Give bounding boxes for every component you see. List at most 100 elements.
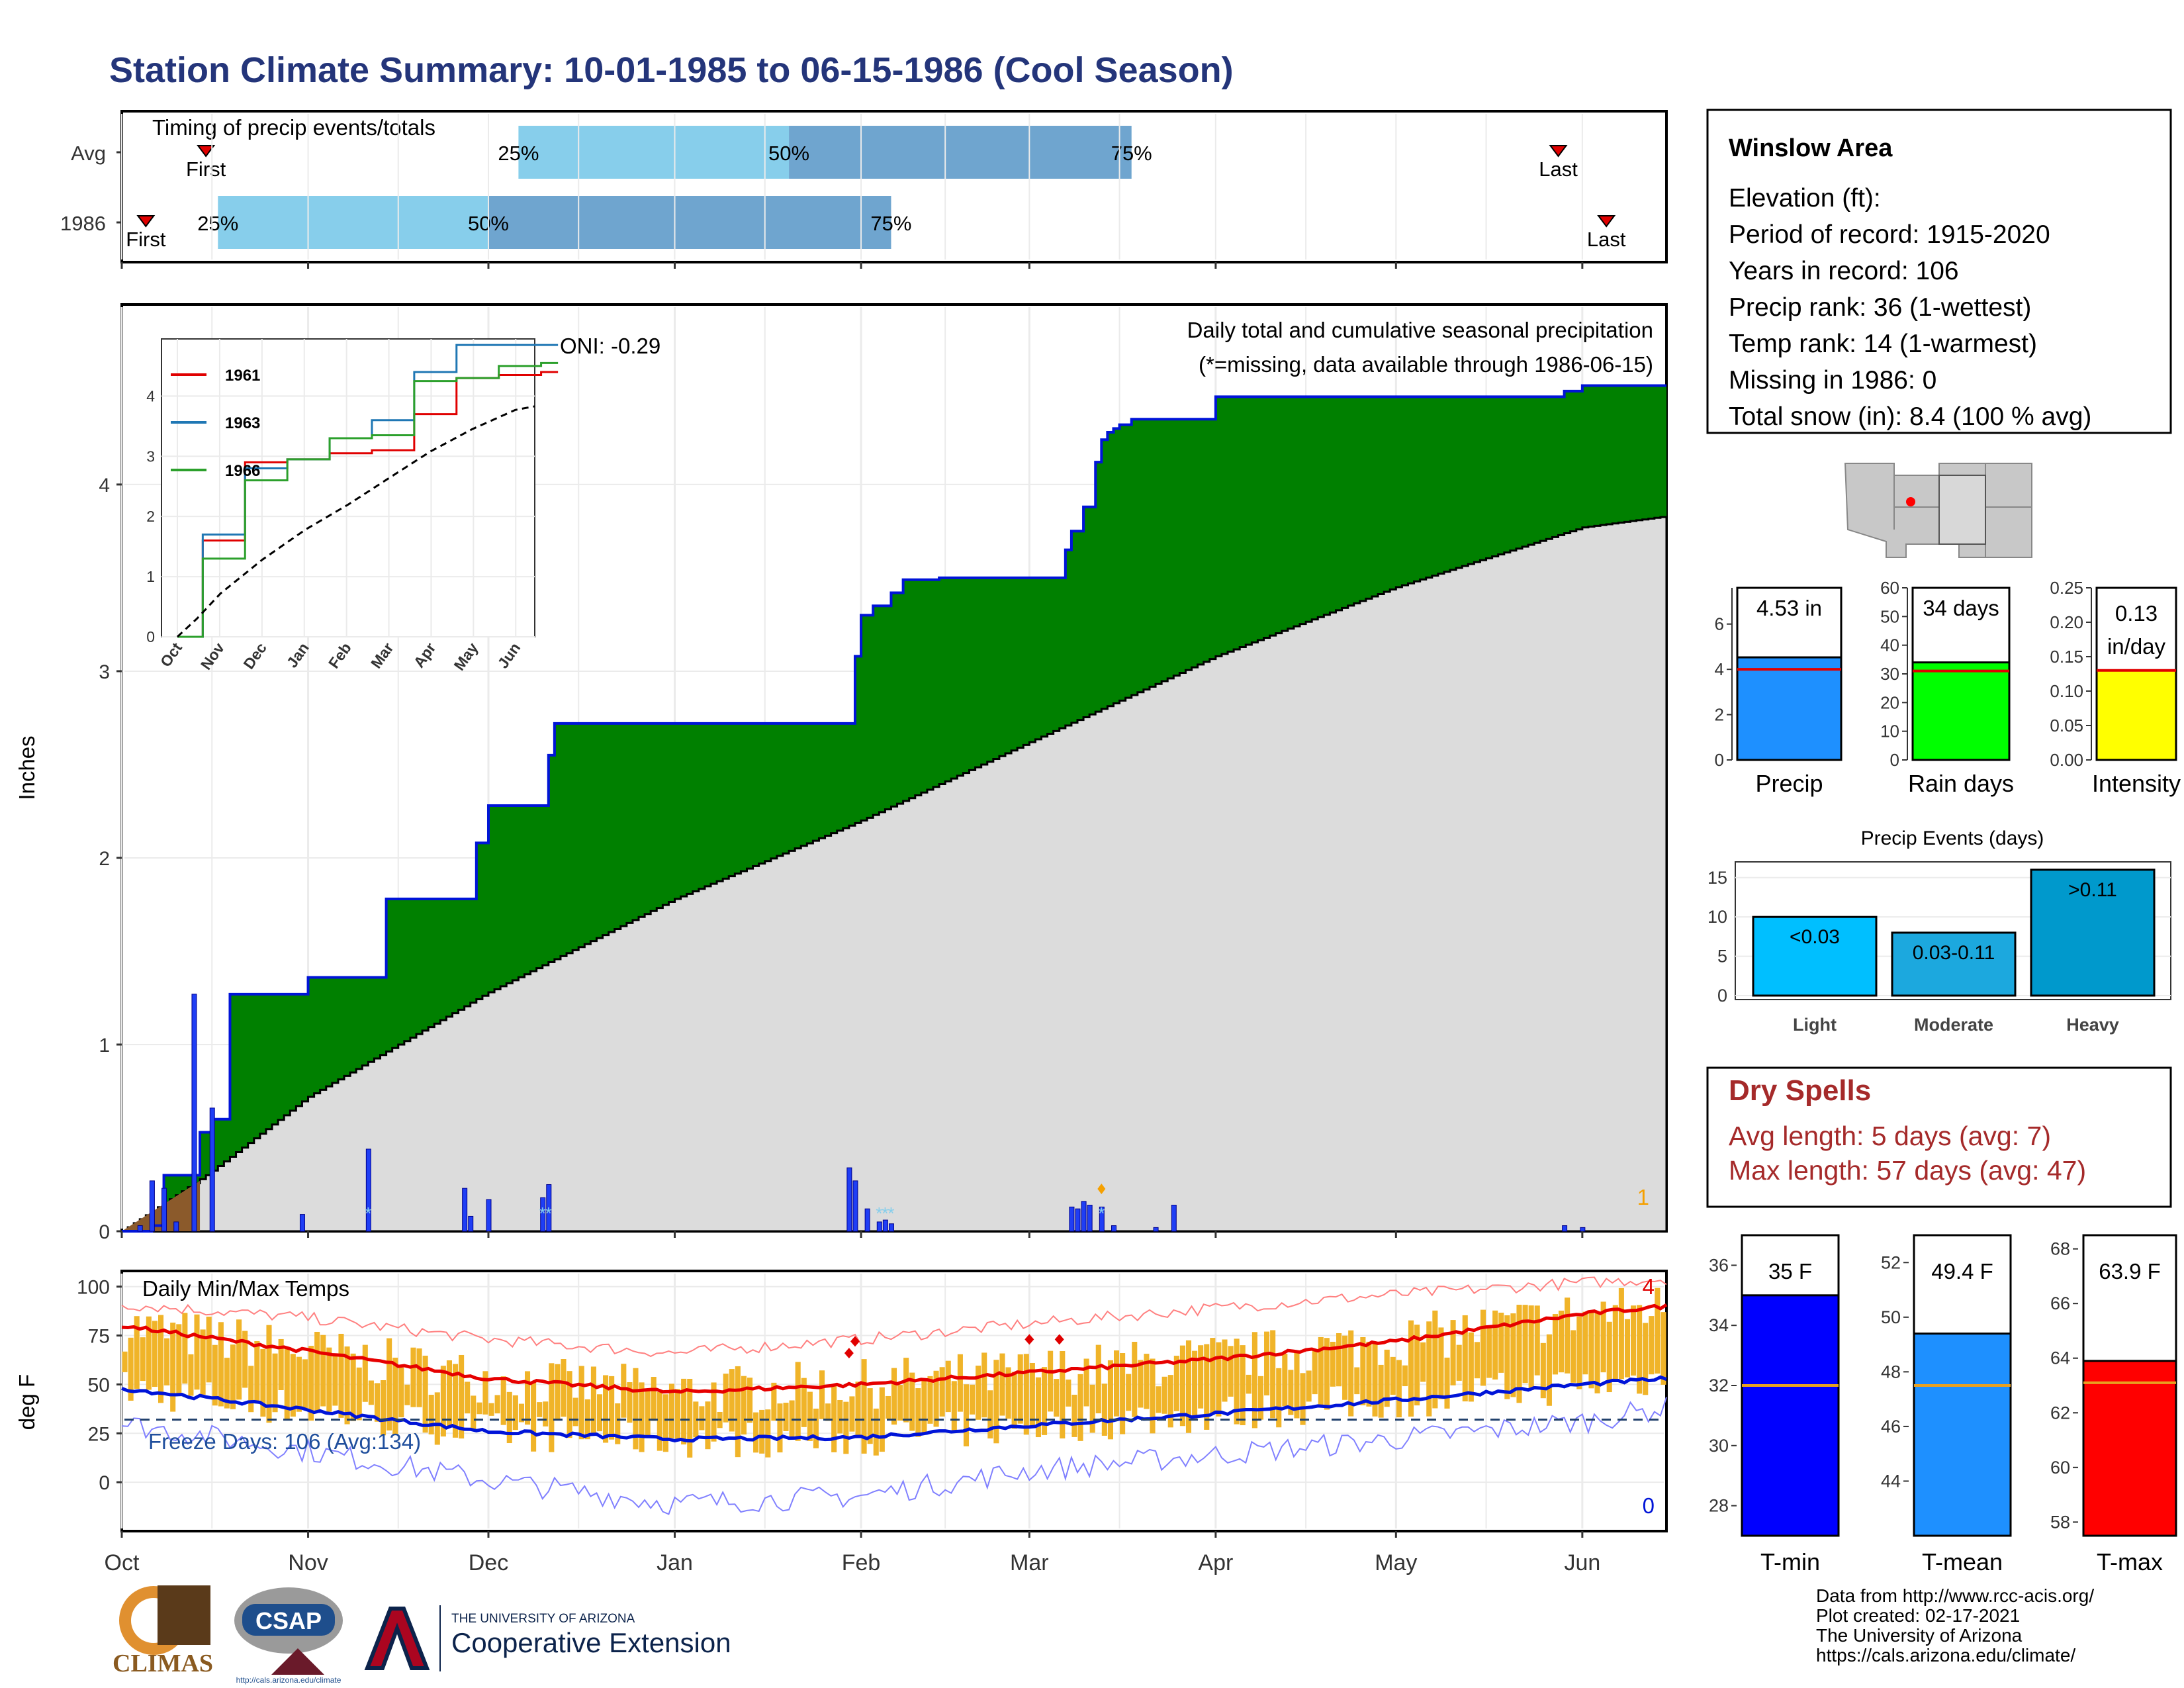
precip-y-tick-label: 3: [99, 661, 110, 683]
daily-temp-bar: [627, 1382, 633, 1423]
precip-y-tick-label: 0: [99, 1221, 110, 1243]
precip-y-tick-label: 2: [99, 848, 110, 870]
daily-temp-bar: [651, 1377, 657, 1421]
daily-temp-bar: [134, 1316, 140, 1389]
daily-temp-bar: [1113, 1350, 1120, 1417]
daily-temp-bar: [1468, 1332, 1474, 1402]
daily-temp-bar: [1240, 1345, 1246, 1426]
mini-bar-label: Intensity: [2092, 770, 2181, 797]
state-locator-map: [1843, 462, 2035, 560]
daily-temp-bar: [524, 1371, 531, 1425]
daily-temp-bar: [440, 1366, 446, 1437]
daily-temp-bar: [1150, 1358, 1156, 1434]
p75-label: 75%: [870, 212, 911, 235]
temp-value-label: 49.4 F: [1931, 1259, 1993, 1284]
x-tick-label: Feb: [842, 1550, 881, 1575]
cumulative-precip-line: [122, 384, 1666, 1233]
oni-label: ONI: -0.29: [560, 334, 660, 358]
mini-tick-label: 0: [1890, 750, 1899, 770]
inset-frame: [161, 338, 535, 637]
daily-temp-bar: [1516, 1305, 1522, 1403]
timing-row-label: Avg: [71, 142, 106, 165]
daily-temp-bar: [1023, 1354, 1029, 1435]
daily-temp-bar: [128, 1337, 134, 1401]
daily-precip-bar: [876, 1221, 882, 1232]
temp-bar-tick: 50: [1881, 1307, 1901, 1327]
daily-temp-bar: [729, 1369, 735, 1432]
snow-marker: *: [365, 1203, 371, 1223]
inset-normal-line: [176, 405, 535, 638]
daily-temp-bar: [1185, 1340, 1192, 1433]
temp-bar-tick: 62: [2050, 1403, 2070, 1423]
daily-temp-bar: [1534, 1305, 1540, 1376]
temp-bar: [1913, 1333, 2012, 1537]
daily-temp-bar: [1204, 1344, 1210, 1430]
daily-temp-bar: [1432, 1310, 1438, 1409]
daily-temp-bar: [1228, 1346, 1234, 1397]
temp-y-tick-label: 0: [99, 1472, 110, 1494]
daily-temp-bar: [1234, 1338, 1240, 1425]
daily-precip-bar: [462, 1188, 468, 1232]
daily-temp-bar: [368, 1380, 374, 1405]
daily-temp-bar: [879, 1387, 885, 1452]
dry-spells-box: Dry Spells Avg length: 5 days (avg: 7) M…: [1706, 1066, 2172, 1208]
events-title: Precip Events (days): [1861, 827, 2044, 849]
event-bar-label: >0.11: [2068, 879, 2117, 901]
daily-precip-bar: [137, 1225, 143, 1232]
daily-temp-bar: [518, 1403, 524, 1423]
last-label: Last: [1539, 158, 1578, 181]
event-bar: [1752, 915, 1878, 997]
daily-temp-bar: [482, 1371, 488, 1415]
daily-temp-bar: [1378, 1364, 1384, 1418]
daily-temp-bar: [693, 1401, 699, 1438]
daily-temp-bar: [332, 1354, 338, 1406]
daily-temp-bar: [1366, 1341, 1372, 1407]
event-category-label: Moderate: [1914, 1015, 1993, 1035]
daily-precip-bar: [299, 1214, 305, 1232]
normal-precip-area: [122, 516, 1668, 1233]
daily-temp-bar: [753, 1412, 759, 1453]
daily-temp-bar: [1559, 1310, 1565, 1373]
daily-temp-bar: [465, 1382, 471, 1414]
daily-temp-bar: [1173, 1356, 1179, 1411]
temp-bar-tick: 30: [1709, 1436, 1729, 1456]
mini-tick-label: 0: [1715, 750, 1724, 770]
temp-bar-tick: 64: [2050, 1348, 2070, 1368]
temp-bar-label: T-mean: [1922, 1548, 2003, 1575]
daily-precip-bar: [846, 1167, 852, 1232]
daily-temp-bar: [1582, 1311, 1588, 1375]
p75-label: 75%: [1111, 142, 1152, 165]
daily-temp-bar: [459, 1354, 465, 1439]
daily-temp-bar: [471, 1395, 477, 1430]
mini-tick-label: 6: [1715, 614, 1724, 634]
daily-temp-bar: [290, 1354, 296, 1417]
daily-temp-bar: [1372, 1343, 1378, 1417]
temp-y-tick-label: 25: [88, 1423, 110, 1445]
svg-text:CSAP: CSAP: [255, 1607, 322, 1634]
daily-precip-bar: [864, 1208, 870, 1232]
daily-temp-bar: [999, 1353, 1005, 1416]
daily-precip-bar: [1153, 1227, 1159, 1232]
daily-temp-bar: [807, 1391, 813, 1441]
daily-temp-bar: [662, 1394, 668, 1452]
daily-temp-bar: [387, 1338, 392, 1430]
daily-temp-bar: [350, 1353, 356, 1421]
inset-y-tick: 3: [146, 447, 155, 465]
p25-label: 25%: [197, 212, 238, 235]
temp-panel: 100 75 50 25 0 deg F Daily Min/Max Temps Fre…: [15, 1270, 1668, 1532]
daily-temp-bar: [711, 1382, 717, 1442]
daily-temp-bar: [657, 1391, 662, 1451]
x-tick-label: Jun: [1564, 1550, 1600, 1575]
daily-temp-bar: [903, 1358, 909, 1423]
inset-legend-label: 1966: [225, 462, 260, 480]
daily-temp-bar: [1276, 1368, 1282, 1428]
daily-temp-bar: [976, 1366, 981, 1420]
mini-tick-label: 0.10: [2050, 681, 2083, 701]
inset-legend-label: 1961: [225, 367, 260, 385]
daily-temp-bar: [1528, 1305, 1534, 1390]
daily-temp-bar: [668, 1383, 675, 1438]
daily-temp-bar: [1222, 1339, 1228, 1402]
daily-temp-bar: [1474, 1342, 1480, 1379]
daily-temp-bar: [1396, 1360, 1402, 1418]
timing-bar-25-50: [518, 126, 790, 179]
